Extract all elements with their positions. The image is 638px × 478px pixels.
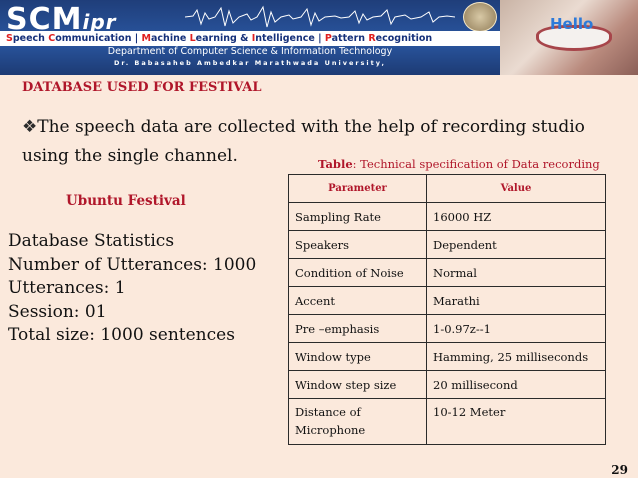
tagline-word: attern [331, 33, 369, 44]
table-row: Condition of Noise Normal [288, 258, 606, 287]
table-cell: Sampling Rate [288, 202, 427, 231]
tagline-word: achine [151, 33, 190, 44]
logo-sub-text: ipr [82, 10, 117, 34]
bullet-line-2: using the single channel. [22, 146, 238, 166]
header-parameter: Parameter [288, 174, 427, 203]
table-cell: 16000 HZ [426, 202, 606, 231]
tagline-capital: M [141, 33, 152, 44]
table-cell: Marathi [426, 286, 606, 315]
table-caption-text: : Technical specification of Data record… [352, 157, 600, 171]
table-cell: Window type [288, 342, 427, 371]
table-cell: Window step size [288, 370, 427, 399]
header-value: Value [426, 174, 606, 203]
table-cell: Distance of Microphone [288, 398, 427, 445]
tagline-capital: P [324, 33, 332, 44]
page-number: 29 [611, 463, 628, 477]
stats-line: Session: 01 [8, 301, 107, 322]
slide-title: DATABASE USED FOR FESTIVAL [22, 80, 262, 95]
database-statistics: Database Statistics Number of Utterances… [8, 230, 256, 348]
table-cell: Dependent [426, 230, 606, 259]
table-cell: Condition of Noise [288, 258, 427, 287]
mouth-icon [536, 25, 612, 51]
table-row: Pre –emphasis 1-0.97z--1 [288, 314, 606, 343]
table-cell: Speakers [288, 230, 427, 259]
table-cell: 1-0.97z--1 [426, 314, 606, 343]
table-header-row: Parameter Value [288, 174, 606, 203]
table-cell: Normal [426, 258, 606, 287]
ubuntu-festival-label: Ubuntu Festival [66, 193, 186, 209]
tagline-word: ommunication | [55, 33, 142, 44]
table-cell: 10-12 Meter [426, 398, 606, 445]
stats-line: Utterances: 1 [8, 278, 126, 298]
tagline-capital: S [6, 33, 13, 44]
bullet-line-1: The speech data are collected with the h… [37, 117, 585, 137]
spec-table: Parameter Value Sampling Rate 16000 HZ Sp… [288, 174, 606, 445]
tagline-word: ntelligence | [255, 33, 325, 44]
header-photo: Hello [500, 0, 638, 75]
table-row: Window step size 20 millisecond [288, 370, 606, 399]
table-caption: Table: Technical specification of Data r… [318, 157, 600, 171]
tagline-capital: L [189, 33, 196, 44]
header-banner: S C Mipr Hello Speech Communication | Mach… [0, 0, 638, 75]
photo-hello-text: Hello [550, 15, 594, 33]
stats-line: Number of Utterances: 1000 [8, 254, 257, 275]
table-cell: Pre –emphasis [288, 314, 427, 343]
table-cell: 20 millisecond [426, 370, 606, 399]
tagline-capital: R [368, 33, 376, 44]
university-text: Dr. Babasaheb Ambedkar Marathwada Univer… [114, 59, 386, 67]
table-cell: Hamming, 25 milliseconds [426, 342, 606, 371]
sound-wave-icon [185, 5, 455, 28]
table-row: Sampling Rate 16000 HZ [288, 202, 606, 231]
stats-line: Database Statistics [8, 231, 175, 251]
tagline: Speech Communication | Machine Learning … [0, 31, 500, 46]
department-text: Department of Computer Science & Informa… [107, 46, 393, 57]
tagline-capital: I [251, 33, 256, 44]
tagline-word: ecognition [375, 33, 433, 44]
university-seal-icon [463, 2, 497, 32]
bullet-line-2-text: using the single channel [22, 146, 233, 166]
table-row: Window type Hamming, 25 milliseconds [288, 342, 606, 371]
table-caption-label: Table [318, 157, 353, 171]
table-row: Accent Marathi [288, 286, 606, 315]
diamond-bullet-icon: ❖ [22, 117, 38, 137]
tagline-word: peech [12, 33, 49, 44]
bullet-paragraph: ❖The speech data are collected with the … [22, 110, 622, 144]
tagline-word: earning & [195, 33, 252, 44]
table-cell: Accent [288, 286, 427, 315]
bullet-line-2-end: . [232, 146, 238, 166]
tagline-capital: C [48, 33, 56, 44]
stats-line: Total size: 1000 sentences [8, 325, 235, 345]
table-row: Distance of Microphone 10-12 Meter [288, 398, 606, 445]
table-row: Speakers Dependent [288, 230, 606, 259]
